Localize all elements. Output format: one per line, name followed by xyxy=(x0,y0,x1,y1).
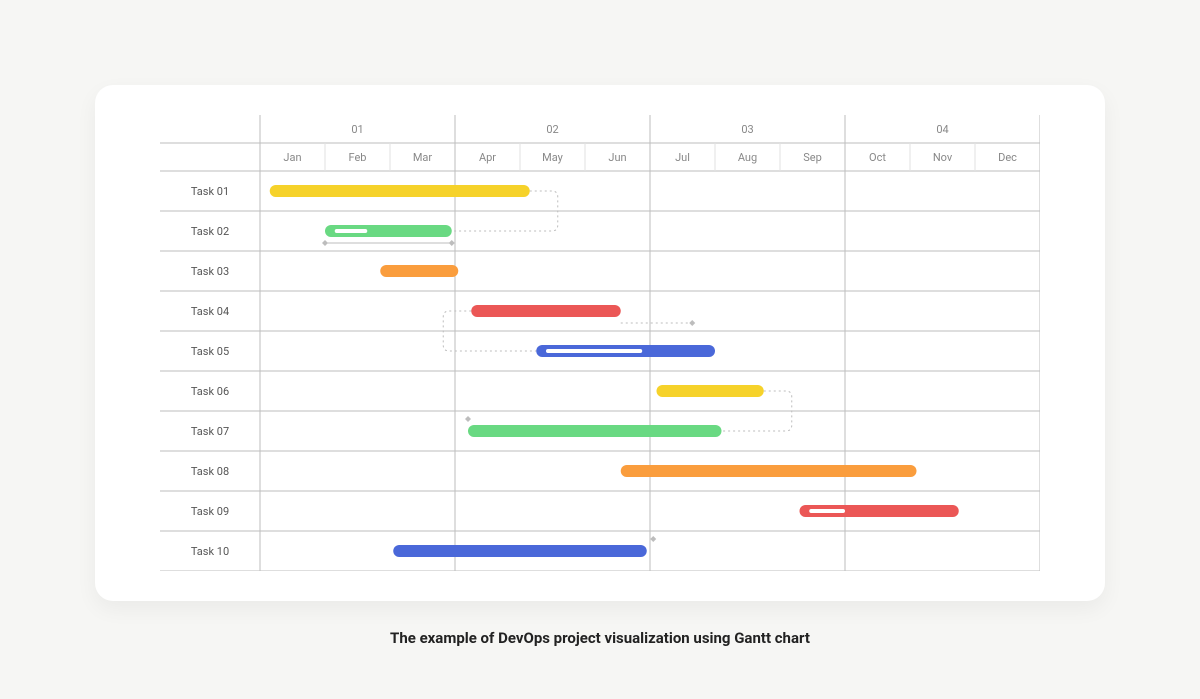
svg-text:Nov: Nov xyxy=(933,151,953,164)
svg-text:02: 02 xyxy=(546,123,558,136)
chart-caption: The example of DevOps project visualizat… xyxy=(0,629,1200,647)
svg-text:Task 07: Task 07 xyxy=(191,425,229,438)
svg-text:Feb: Feb xyxy=(349,151,367,164)
svg-text:Oct: Oct xyxy=(869,151,886,164)
svg-text:Task 04: Task 04 xyxy=(191,305,229,318)
svg-text:Task 08: Task 08 xyxy=(191,465,229,478)
svg-text:Sep: Sep xyxy=(803,151,822,164)
svg-text:Apr: Apr xyxy=(479,151,496,164)
svg-text:Jan: Jan xyxy=(283,151,301,164)
svg-text:Task 03: Task 03 xyxy=(191,265,229,278)
svg-text:Dec: Dec xyxy=(998,151,1017,164)
svg-text:Mar: Mar xyxy=(413,151,433,164)
svg-text:Jun: Jun xyxy=(608,151,626,164)
svg-text:Task 06: Task 06 xyxy=(191,385,229,398)
svg-text:Task 05: Task 05 xyxy=(191,345,229,358)
svg-text:01: 01 xyxy=(351,123,363,136)
svg-text:Task 02: Task 02 xyxy=(191,225,229,238)
gantt-chart: 01 02 03 04 Jan Feb Mar Apr May Jun Jul Aug Sep Oct No… xyxy=(160,115,1040,571)
svg-text:Aug: Aug xyxy=(738,151,757,164)
svg-text:Task 10: Task 10 xyxy=(191,545,229,558)
gantt-card: 01 02 03 04 Jan Feb Mar Apr May Jun Jul Aug Sep Oct No… xyxy=(95,85,1105,601)
gantt-svg: 01 02 03 04 Jan Feb Mar Apr May Jun Jul Aug Sep Oct No… xyxy=(160,115,1040,571)
svg-text:May: May xyxy=(542,151,564,164)
svg-text:Jul: Jul xyxy=(675,151,690,164)
svg-text:Task 01: Task 01 xyxy=(191,185,229,198)
svg-text:Task 09: Task 09 xyxy=(191,505,229,518)
svg-text:03: 03 xyxy=(741,123,753,136)
svg-text:04: 04 xyxy=(936,123,948,136)
